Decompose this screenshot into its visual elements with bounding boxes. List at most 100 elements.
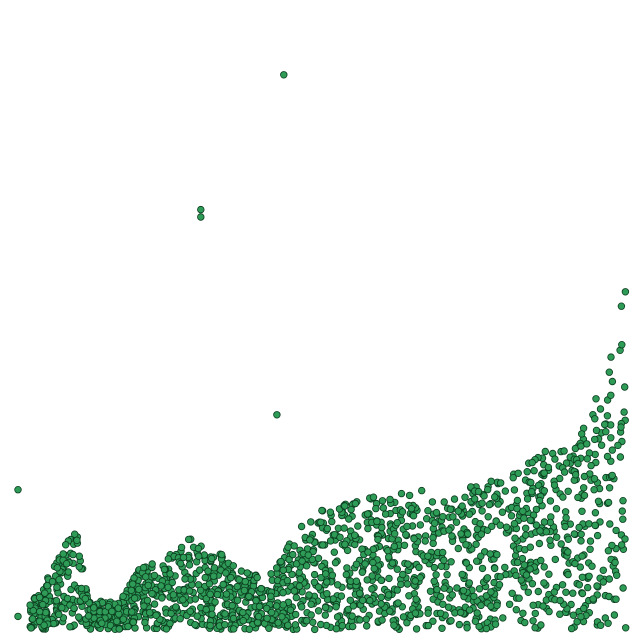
scatter-point [592,395,600,403]
scatter-point [621,535,629,543]
scatter-point [430,577,438,585]
scatter-point [66,623,74,631]
scatter-point [340,524,348,532]
scatter-point [473,557,481,565]
scatter-point [348,612,356,620]
scatter-point [314,607,323,615]
scatter-point [292,593,300,602]
scatter-point [207,554,216,563]
scatter-point [470,592,478,601]
scatter-point [611,558,619,567]
scatter-point [298,603,306,611]
scatter-point [409,512,418,520]
scatter-point [520,561,528,569]
scatter-point [578,507,586,515]
scatter-point [575,581,583,589]
scatter-point [41,589,49,597]
scatter-point [265,624,273,632]
scatter-point [191,595,199,603]
scatter-point [426,587,435,595]
scatter-point [541,447,549,456]
scatter-point [552,505,561,513]
scatter-point [580,484,588,492]
scatter-point [221,621,229,629]
scatter-point [480,492,488,500]
scatter-point [139,563,148,572]
scatter-point [569,589,577,597]
scatter-point [366,596,374,605]
scatter-point [75,552,83,560]
scatter-point [317,574,325,582]
scatter-point [604,498,613,507]
scatter-point [317,518,325,526]
scatter-point [328,517,336,526]
scatter-point [464,530,472,538]
scatter-point [608,446,616,454]
scatter-point [507,512,516,520]
scatter-point [465,579,473,587]
scatter-point [573,618,581,626]
scatter-point [621,288,630,296]
scatter-point [412,625,421,633]
scatter-point [194,544,203,553]
scatter-point [222,590,231,598]
scatter-point [488,522,496,530]
scatter-point [618,541,626,549]
scatter-point [352,560,361,568]
scatter-point [202,605,210,614]
scatter-point [402,531,410,539]
scatter-point [415,563,423,572]
scatter-point [321,611,329,619]
scatter-point [616,453,625,461]
scatter-point [394,599,402,607]
scatter-point [379,504,387,512]
scatter-point [39,600,47,609]
scatter-point [510,486,519,494]
scatter-point [562,514,570,522]
scatter-point [73,536,81,544]
scatter-point [400,541,409,549]
scatter-point [532,521,541,529]
scatter-point [493,550,501,559]
scatter-point [326,508,335,516]
scatter-point [560,468,569,476]
scatter-point [323,590,331,598]
scatter-point [378,616,386,624]
scatter-point [361,560,369,568]
scatter-point [297,522,306,531]
scatter-point [385,574,393,583]
scatter-point [364,548,372,556]
scatter-point [502,523,511,531]
scatter-point [267,592,275,600]
scatter-point [493,601,501,610]
scatter-point [587,461,595,470]
scatter-point [608,471,616,480]
scatter-point [583,455,591,463]
scatter-point [561,508,570,516]
scatter-point [599,578,607,586]
scatter-point [128,580,137,588]
scatter-point [229,625,238,633]
scatter-point [580,491,589,500]
scatter-point [505,600,514,608]
scatter-point [209,572,218,580]
scatter-point [124,622,132,631]
scatter-point [610,611,619,619]
scatter-point [593,531,602,540]
scatter-point [172,603,180,611]
scatter-point [289,550,297,559]
scatter-point [166,570,174,578]
scatter-point [130,594,139,602]
scatter-point [613,571,621,579]
scatter-point [309,618,317,626]
scatter-point [607,421,615,429]
scatter-point [483,574,492,582]
scatter-point [197,213,205,221]
scatter-point [243,569,251,577]
scatter-point [129,618,137,626]
scatter-point [556,596,564,605]
scatter-point [514,469,522,477]
scatter-point [471,495,479,503]
scatter-point [55,576,63,584]
